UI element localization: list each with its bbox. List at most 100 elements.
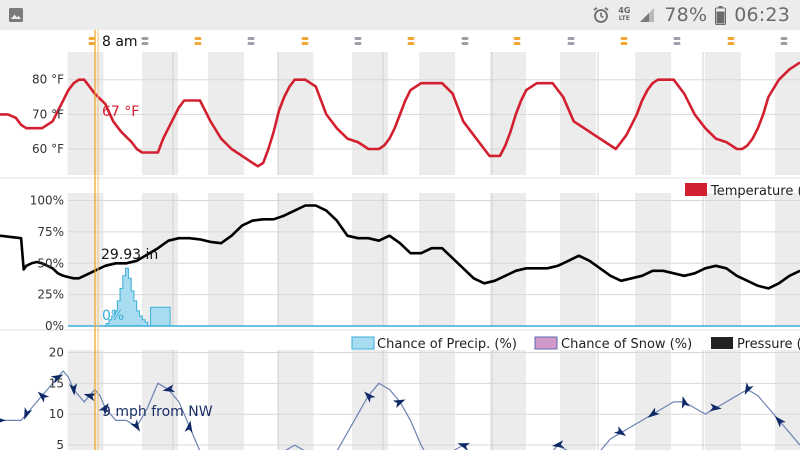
- wind-arrow-icon: [774, 415, 786, 428]
- cloud-icon: [461, 37, 469, 40]
- night-band: [419, 350, 455, 450]
- sun-icon: [301, 37, 309, 40]
- wind-tick-label: 5: [56, 438, 64, 450]
- cloud-icon: [461, 42, 469, 45]
- precip-area: [95, 267, 174, 327]
- temperature-tick-label: 60 °F: [32, 142, 64, 156]
- night-band: [635, 193, 671, 326]
- time-cursor[interactable]: [94, 30, 99, 450]
- lte-icon: 4G LTE: [618, 7, 630, 23]
- sun-icon: [194, 42, 202, 45]
- precip-readout: 0%: [102, 308, 124, 324]
- wind-arrow-icon: [647, 407, 660, 418]
- night-band: [208, 193, 244, 326]
- temperature-readout: 67 °F: [102, 104, 139, 120]
- night-band: [208, 350, 244, 450]
- wind-arrow-icon: [364, 391, 376, 403]
- wind-arrow-icon: [50, 374, 64, 384]
- temperature-line: [0, 61, 800, 168]
- alarm-icon: [593, 7, 609, 23]
- night-band: [705, 52, 741, 175]
- legend-pressure-swatch: [711, 337, 733, 349]
- cloud-icon: [354, 42, 362, 45]
- legend-snow: Chance of Snow (%): [534, 336, 692, 352]
- night-band: [635, 350, 671, 450]
- wind-arrow-icon: [130, 419, 141, 432]
- night-band: [490, 193, 526, 326]
- cloud-icon: [567, 42, 575, 45]
- percent-tick-label: 100%: [30, 194, 64, 208]
- sun-icon: [407, 42, 415, 45]
- sun-icon: [407, 37, 415, 40]
- wind-tick-label: 20: [49, 345, 64, 359]
- cloud-icon: [247, 42, 255, 45]
- precip-pressure-panel: [0, 204, 800, 327]
- status-bar: 4G LTE 78% 06:23: [0, 0, 800, 30]
- night-band: [142, 193, 178, 326]
- legend-pressure: Pressure (: [711, 337, 800, 352]
- status-icons: 4G LTE 78% 06:23: [592, 0, 790, 30]
- night-band: [490, 52, 526, 175]
- night-band: [352, 52, 388, 175]
- night-band: [775, 350, 800, 450]
- wind-arrow-icon: [24, 407, 33, 420]
- wind-arrow-icon: [392, 399, 406, 408]
- sun-icon: [88, 42, 96, 45]
- legend-temperature: Temperature (°: [685, 183, 800, 199]
- wind-arrow-icon: [613, 426, 627, 436]
- cloud-icon: [141, 37, 149, 40]
- sun-icon: [620, 42, 628, 45]
- wind-arrow-icon: [98, 403, 109, 416]
- legend-pressure-label: Pressure (: [737, 337, 800, 352]
- wind-arrow-icon: [744, 382, 754, 395]
- night-band: [142, 52, 178, 175]
- cursor-time-label: 8 am: [102, 34, 138, 50]
- legend-snow-label: Chance of Snow (%): [561, 337, 692, 352]
- legend-temperature-label: Temperature (°: [710, 184, 800, 199]
- night-band: [419, 193, 455, 326]
- wind-arrow-icon: [457, 443, 471, 450]
- temperature-tick-label: 70 °F: [32, 107, 64, 121]
- clock-time: 06:23: [734, 4, 790, 26]
- cloud-icon: [354, 37, 362, 40]
- night-band: [775, 193, 800, 326]
- wind-arrow-icon: [69, 383, 78, 396]
- wind-arrow-icon: [681, 396, 690, 409]
- sun-icon: [88, 37, 96, 40]
- night-band: [277, 52, 314, 175]
- night-band: [352, 193, 388, 326]
- legend-precip: Chance of Precip. (%): [351, 336, 517, 352]
- percent-tick-label: 75%: [37, 225, 64, 239]
- percent-tick-label: 25%: [37, 288, 64, 302]
- temperature-panel: [0, 61, 800, 168]
- night-band: [208, 52, 244, 175]
- battery-percent: 78%: [664, 4, 708, 26]
- cloud-icon: [673, 42, 681, 45]
- legend-precip-label: Chance of Precip. (%): [377, 337, 517, 352]
- network-sub-label: LTE: [618, 15, 630, 22]
- legend-snow-swatch: [534, 336, 558, 350]
- wind-arrows: [0, 374, 786, 450]
- night-band: [560, 350, 596, 450]
- image-icon: [9, 8, 23, 22]
- battery-icon: [715, 5, 727, 25]
- night-band: [142, 350, 178, 450]
- wind-readout: 9 mph from NW: [102, 404, 213, 420]
- pressure-line: [0, 204, 800, 290]
- legend-precip-swatch: [351, 336, 375, 350]
- wind-arrow-icon: [184, 420, 193, 434]
- percent-tick-label: 50%: [37, 256, 64, 270]
- cloud-icon: [247, 37, 255, 40]
- cloud-icon: [141, 42, 149, 45]
- wind-arrow-icon: [551, 440, 565, 449]
- night-band: [277, 193, 314, 326]
- night-band: [419, 52, 455, 175]
- wind-arrow-icon: [83, 393, 97, 402]
- sun-icon: [301, 42, 309, 45]
- night-band: [705, 193, 741, 326]
- pressure-readout: 29.93 in: [101, 247, 158, 263]
- legend-temperature-swatch: [685, 183, 707, 196]
- night-band: [635, 52, 671, 175]
- percent-tick-label: 0%: [45, 319, 64, 333]
